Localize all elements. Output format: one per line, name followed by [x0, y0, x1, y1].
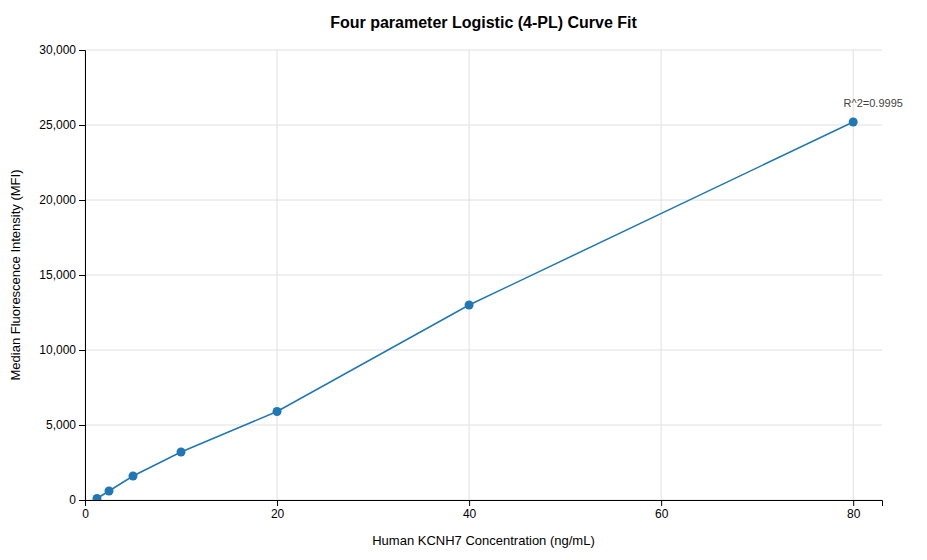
x-tick-label: 40 [463, 507, 477, 521]
x-tick-label: 60 [655, 507, 669, 521]
grid-line-y [85, 350, 882, 351]
y-tick-label: 10,000 [39, 343, 76, 357]
y-tick-mark [79, 200, 85, 201]
point [129, 472, 138, 481]
x-axis: 0 20 40 60 80 [82, 500, 882, 521]
y-tick-mark [79, 50, 85, 51]
y-tick: 0 [69, 493, 85, 507]
x-tick: 80 [847, 500, 861, 521]
grid-line-y [85, 425, 882, 426]
grid-line-y [85, 50, 882, 51]
line [97, 122, 853, 499]
x-tick-mark [853, 500, 854, 506]
y-tick-label: 0 [69, 493, 76, 507]
point [93, 494, 102, 500]
x-tick: 60 [655, 500, 669, 521]
grid-line-y [85, 275, 882, 276]
y-axis-title: Median Fluorescence Intensity (MFI) [8, 170, 23, 381]
x-tick-mark [469, 500, 470, 506]
chart: 0 20 40 60 80 0 5,000 10,000 15,000 20,000 25,000 3… [0, 0, 927, 560]
y-tick: 10,000 [39, 343, 85, 357]
y-tick-mark [79, 425, 85, 426]
x-tick-mark [277, 500, 278, 506]
grid-line-y [85, 200, 882, 201]
y-tick: 30,000 [39, 43, 85, 57]
y-tick-mark [79, 125, 85, 126]
y-tick-label: 30,000 [39, 43, 76, 57]
x-tick-label: 20 [271, 507, 285, 521]
grid-line-y [85, 125, 882, 126]
plot: 0 20 40 60 80 0 5,000 10,000 15,000 20,000 25,000 3… [39, 43, 903, 520]
point [105, 487, 114, 496]
y-tick-label: 15,000 [39, 268, 76, 282]
x-tick-label: 0 [82, 507, 89, 521]
x-tick: 40 [463, 500, 477, 521]
annotation: R^2=0.9995 [844, 97, 903, 109]
annotations: R^2=0.9995 [844, 97, 903, 109]
x-tick-mark [661, 500, 662, 506]
y-tick: 20,000 [39, 193, 85, 207]
y-axis: 0 5,000 10,000 15,000 20,000 25,000 30,000 [39, 43, 85, 507]
grid [85, 50, 882, 500]
y-tick: 25,000 [39, 118, 85, 132]
point [849, 118, 858, 127]
y-tick: 5,000 [46, 418, 85, 432]
y-tick-label: 5,000 [46, 418, 76, 432]
x-axis-title: Human KCNH7 Concentration (ng/mL) [372, 533, 595, 548]
x-tick: 0 [82, 500, 89, 521]
point [177, 448, 186, 457]
x-tick: 20 [271, 500, 285, 521]
data-marks [93, 118, 858, 501]
y-tick-mark [79, 500, 85, 501]
x-axis-line [86, 501, 883, 507]
point [273, 407, 282, 416]
point [465, 301, 474, 310]
title: Four parameter Logistic (4-PL) Curve Fit [330, 14, 637, 31]
y-tick-mark [79, 350, 85, 351]
y-tick-label: 20,000 [39, 193, 76, 207]
y-axis-line [79, 51, 86, 501]
y-tick: 15,000 [39, 268, 85, 282]
y-tick-mark [79, 275, 85, 276]
x-tick-label: 80 [847, 507, 861, 521]
y-tick-label: 25,000 [39, 118, 76, 132]
